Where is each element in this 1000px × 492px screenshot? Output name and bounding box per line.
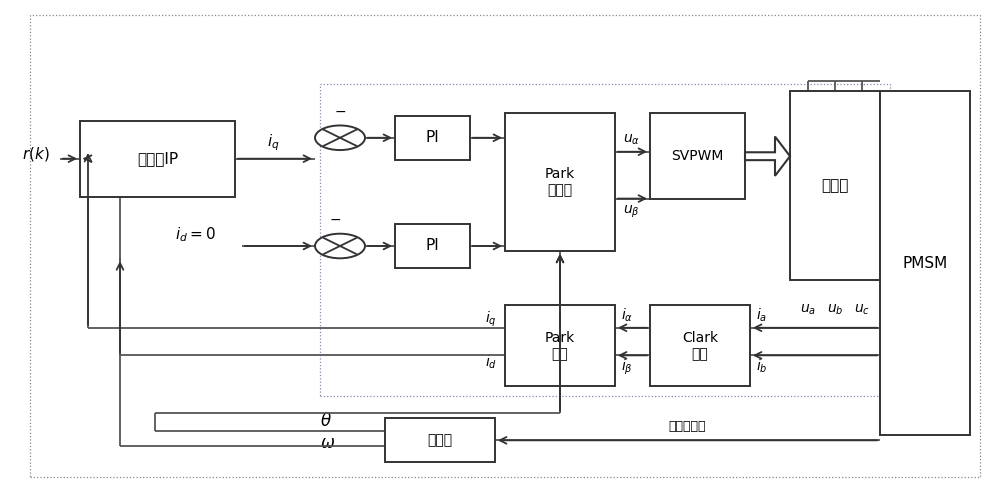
Text: $u_b$: $u_b$ xyxy=(827,303,843,317)
Text: Park
变换: Park 变换 xyxy=(545,331,575,361)
Text: 分数阶IP: 分数阶IP xyxy=(137,151,178,166)
Circle shape xyxy=(315,234,365,258)
Text: $i_b$: $i_b$ xyxy=(756,357,768,374)
Text: $\theta$: $\theta$ xyxy=(320,412,332,430)
Text: $i_{\alpha}$: $i_{\alpha}$ xyxy=(621,307,633,324)
Text: 传感器信息: 传感器信息 xyxy=(669,420,706,432)
Text: $u_{\beta}$: $u_{\beta}$ xyxy=(623,203,640,220)
Bar xyxy=(790,91,880,280)
Bar xyxy=(650,113,745,199)
Text: $u_{\alpha}$: $u_{\alpha}$ xyxy=(623,133,640,147)
Text: $i_d$: $i_d$ xyxy=(485,353,497,370)
Bar xyxy=(320,84,890,396)
Text: $-$: $-$ xyxy=(334,104,346,118)
Bar xyxy=(80,121,235,197)
Text: $i_a$: $i_a$ xyxy=(756,307,767,324)
Text: $r(k)$: $r(k)$ xyxy=(22,145,50,163)
Text: PMSM: PMSM xyxy=(902,256,948,271)
Text: $i_d = 0$: $i_d = 0$ xyxy=(175,226,216,245)
Text: PI: PI xyxy=(426,130,439,145)
Text: $-$: $-$ xyxy=(329,213,341,226)
Text: 逆变器: 逆变器 xyxy=(821,178,849,193)
Text: $i_q$: $i_q$ xyxy=(267,132,280,153)
Bar xyxy=(880,91,970,435)
Bar xyxy=(385,418,495,462)
Text: PI: PI xyxy=(426,239,439,253)
Text: $u_a$: $u_a$ xyxy=(800,303,816,317)
Text: $i_q$: $i_q$ xyxy=(485,310,497,329)
Bar xyxy=(505,305,615,386)
Text: Clark
变换: Clark 变换 xyxy=(682,331,718,361)
Text: $u_c$: $u_c$ xyxy=(854,303,870,317)
Bar xyxy=(395,224,470,268)
Circle shape xyxy=(315,125,365,150)
Polygon shape xyxy=(745,136,790,176)
Text: $\omega$: $\omega$ xyxy=(320,434,335,452)
Bar xyxy=(395,116,470,160)
Text: SVPWM: SVPWM xyxy=(671,149,724,163)
Text: 传感器: 传感器 xyxy=(427,433,453,447)
Bar xyxy=(650,305,750,386)
Text: $i_{\beta}$: $i_{\beta}$ xyxy=(621,357,633,376)
Text: Park
逆变换: Park 逆变换 xyxy=(545,167,575,197)
Bar xyxy=(505,113,615,251)
